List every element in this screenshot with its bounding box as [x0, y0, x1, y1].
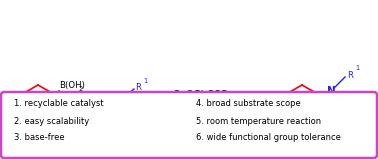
Text: R: R — [135, 83, 141, 93]
Text: 2. easy scalability: 2. easy scalability — [14, 117, 89, 125]
Text: R: R — [347, 70, 353, 80]
Text: Cu@PI-COF: Cu@PI-COF — [172, 89, 228, 99]
Text: 1: 1 — [355, 65, 359, 71]
Text: 2: 2 — [78, 86, 82, 92]
Text: Ar: Ar — [31, 102, 45, 112]
Text: 1. recyclable catalyst: 1. recyclable catalyst — [14, 100, 104, 108]
Text: R: R — [347, 98, 353, 107]
Text: R: R — [135, 121, 141, 131]
Text: N: N — [327, 86, 335, 96]
Text: 4. broad substrate scope: 4. broad substrate scope — [196, 100, 301, 108]
Text: HN: HN — [105, 102, 122, 112]
Text: B(OH): B(OH) — [59, 81, 85, 90]
Text: MeOH-H₂O, r.t.: MeOH-H₂O, r.t. — [169, 113, 231, 122]
Text: 3. base-free: 3. base-free — [14, 134, 65, 142]
Text: Ar: Ar — [296, 102, 308, 112]
Text: 5. room temperature reaction: 5. room temperature reaction — [196, 117, 321, 125]
Text: +: + — [68, 100, 80, 114]
Text: 2: 2 — [143, 124, 147, 130]
Text: 6. wide functional group tolerance: 6. wide functional group tolerance — [196, 134, 341, 142]
FancyBboxPatch shape — [1, 92, 377, 158]
Text: 1: 1 — [143, 78, 147, 84]
Text: 2: 2 — [355, 101, 359, 107]
